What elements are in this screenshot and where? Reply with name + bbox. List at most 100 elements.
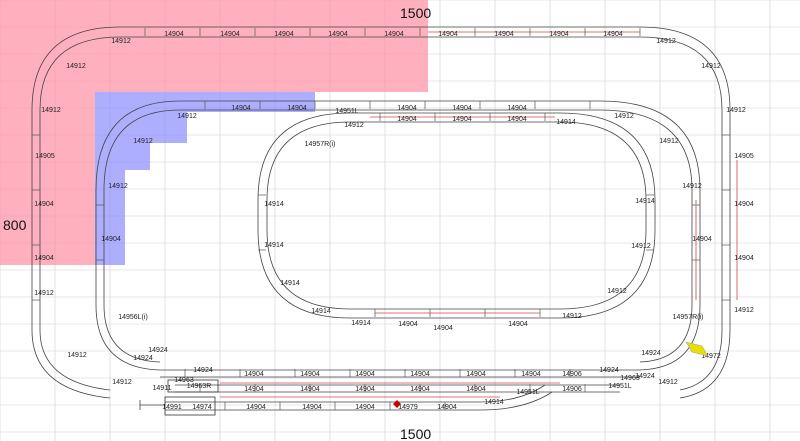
track-label: 14912 [614,113,634,120]
track-label: 14914 [484,399,504,406]
track-label: 14924 [599,367,619,374]
track-label: 14904 [300,386,320,393]
red-segments [220,31,738,398]
track-label: 14904 [34,201,54,208]
track-label: 14924 [635,373,655,380]
track-label: 14914 [264,242,284,249]
middle-loop [95,100,701,371]
track-label: 14991 [162,404,182,411]
track-label: 14951L [335,108,358,115]
track-label: 14912 [701,63,721,70]
track-label: 14957R(i) [305,141,336,148]
track-label: 14912 [658,379,678,386]
dimension-bottom: 1500 [400,426,431,441]
track-label: 14914 [264,201,284,208]
outer-loop [31,26,731,399]
track-label: 14904 [244,371,264,378]
track-label: 14912 [659,138,679,145]
track-label: 14904 [355,386,375,393]
track-label: 14904 [164,31,184,38]
track-label: 14904 [603,31,623,38]
track-label: 14979 [398,404,418,411]
track-label: 14912 [108,183,128,190]
track-label: 14904 [384,31,404,38]
track-label: 14904 [410,386,430,393]
track-label: 14951L [516,389,539,396]
track-label: 14905 [35,153,55,160]
track-labels: 14904 14904 14904 14904 14904 14904 14904 14904… [34,31,754,411]
red-diamond-marker [393,400,401,408]
track-label: 14912 [682,183,702,190]
track-label: 14912 [726,107,746,114]
track-label: 14912 [177,113,197,120]
track-label: 14906 [562,386,582,393]
track-label: 14904 [549,31,569,38]
track-label: 14912 [607,288,627,295]
track-label: 14904 [355,404,375,411]
track-label: 14904 [34,255,54,262]
track-label: 14911 [153,385,172,392]
track-label: 14904 [466,386,486,393]
inner-oval [257,112,656,319]
track-label: 14904 [692,236,712,243]
track-label: 14904 [521,371,541,378]
track-label: 14912 [133,138,153,145]
track-label: 14904 [508,321,528,328]
track-label: 14963R [187,383,212,390]
track-label: 14956L(i) [118,314,148,321]
track-label: 14924 [148,347,168,354]
track-ticks [32,28,730,410]
track-label: 14912 [41,107,61,114]
track-label: 14904 [101,236,121,243]
track-label: 14904 [410,371,430,378]
track-label: 14924 [641,350,661,357]
track-label: 14912 [734,307,754,314]
track-label: 14912 [34,290,54,297]
yellow-flag-marker [685,341,709,357]
track-label: 14914 [556,119,576,126]
track-label: 14912 [562,313,582,320]
track-label: 14912 [67,352,87,359]
track-label: 14963 [620,375,640,382]
track-label: 14914 [351,320,371,327]
track-label: 14912 [111,38,131,45]
track-label: 14957R(i) [673,314,704,321]
track-label: 14904 [287,105,307,112]
track-label: 14914 [635,198,655,205]
track-label: 14904 [244,386,264,393]
track-label: 14912 [66,63,86,70]
track-label: 14904 [734,255,754,262]
track-label: 14972 [701,353,721,360]
track-label: 14924 [193,367,213,374]
track-label: 14904 [507,105,527,112]
track-label: 14904 [355,371,375,378]
track-label: 14904 [452,116,472,123]
track-label: 14906 [562,371,582,378]
track-label: 14912 [344,122,364,129]
track-label: 14904 [452,105,472,112]
track-label: 14963 [174,377,194,384]
dimension-left: 800 [3,217,27,233]
track-label: 14904 [466,371,486,378]
track-label: 14912 [112,379,132,386]
track-label: 14904 [302,404,322,411]
track-label: 14904 [274,31,294,38]
track-label: 14904 [231,105,251,112]
track-label: 14904 [398,321,418,328]
track-label: 14914 [311,308,331,315]
track-label: 14904 [300,371,320,378]
track-label: 14904 [433,325,453,332]
track-label: 14914 [280,280,300,287]
track-label: 14924 [133,355,153,362]
track-label: 14904 [437,404,457,411]
track-label: 14905 [734,153,754,160]
track-label: 14912 [631,243,651,250]
track-label: 14904 [494,31,514,38]
track-label: 14904 [438,31,458,38]
track-label: 14904 [328,31,348,38]
track-label: 14904 [397,105,417,112]
track-label: 14974 [192,404,212,411]
blue-zone [95,92,315,265]
track-label: 14904 [397,116,417,123]
